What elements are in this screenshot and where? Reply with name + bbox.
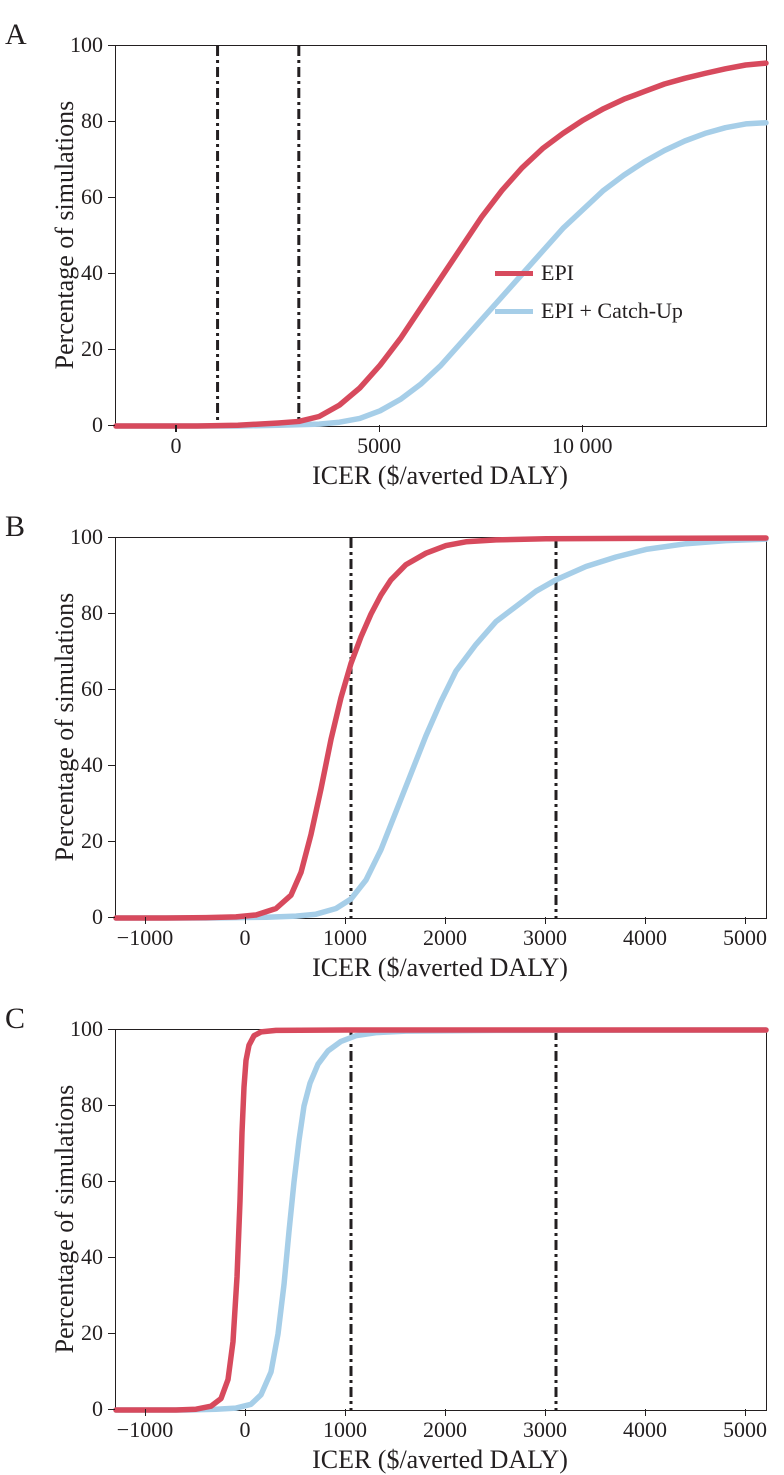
y-tick-label: 80 bbox=[81, 600, 103, 626]
y-tick-label: 60 bbox=[81, 676, 103, 702]
y-tick-label: 40 bbox=[81, 260, 103, 286]
y-tick bbox=[108, 1029, 115, 1031]
legend-item: EPI bbox=[495, 260, 574, 286]
x-tick bbox=[445, 1409, 447, 1416]
panel-label-a: A bbox=[5, 18, 27, 52]
series-epi-catchup bbox=[116, 539, 766, 918]
legend-swatch bbox=[495, 271, 533, 276]
x-tick bbox=[145, 1409, 147, 1416]
y-tick-label: 40 bbox=[81, 1244, 103, 1270]
x-tick bbox=[245, 917, 247, 924]
x-tick bbox=[545, 1409, 547, 1416]
plot-svg bbox=[116, 538, 766, 918]
x-tick bbox=[582, 425, 584, 432]
y-axis-label: Percentage of simulations bbox=[50, 1079, 80, 1359]
x-tick bbox=[645, 1409, 647, 1416]
legend-label: EPI bbox=[541, 260, 574, 286]
cost-effectiveness-figure: A 0 5000 10 000 0 20 40 60 80 100 Percentage of si… bbox=[0, 0, 784, 1468]
x-tick bbox=[645, 917, 647, 924]
plot-svg bbox=[116, 1030, 766, 1410]
series-epi bbox=[116, 1030, 766, 1410]
plot-svg bbox=[116, 46, 766, 426]
y-tick bbox=[108, 197, 115, 199]
x-tick-label: 2000 bbox=[395, 1417, 495, 1443]
plot-area-c bbox=[115, 1029, 767, 1411]
x-tick-label: 1000 bbox=[295, 925, 395, 951]
y-tick bbox=[108, 1181, 115, 1183]
y-tick bbox=[108, 613, 115, 615]
x-tick-label: −1000 bbox=[95, 925, 195, 951]
y-tick-label: 100 bbox=[70, 32, 103, 58]
x-axis-label: ICER ($/averted DALY) bbox=[115, 953, 765, 983]
x-tick-label: 10 000 bbox=[532, 433, 632, 459]
y-tick-label: 0 bbox=[92, 904, 103, 930]
x-tick bbox=[745, 917, 747, 924]
y-tick-label: 0 bbox=[92, 412, 103, 438]
y-tick bbox=[108, 765, 115, 767]
y-tick-label: 20 bbox=[81, 1320, 103, 1346]
y-tick bbox=[108, 537, 115, 539]
y-tick bbox=[108, 917, 115, 919]
y-tick bbox=[108, 1257, 115, 1259]
y-tick bbox=[108, 841, 115, 843]
plot-area-b bbox=[115, 537, 767, 919]
x-tick bbox=[345, 917, 347, 924]
x-tick-label: 0 bbox=[126, 433, 226, 459]
series-epi bbox=[116, 63, 766, 426]
y-tick-label: 100 bbox=[70, 524, 103, 550]
panel-label-b: B bbox=[5, 510, 25, 544]
x-axis-label: ICER ($/averted DALY) bbox=[115, 461, 765, 491]
x-tick bbox=[379, 425, 381, 432]
y-tick bbox=[108, 349, 115, 351]
y-tick bbox=[108, 1333, 115, 1335]
y-tick-label: 60 bbox=[81, 184, 103, 210]
y-tick bbox=[108, 1105, 115, 1107]
x-tick bbox=[545, 917, 547, 924]
series-epi-catchup bbox=[116, 1030, 766, 1410]
y-tick-label: 20 bbox=[81, 336, 103, 362]
x-tick-label: 2000 bbox=[395, 925, 495, 951]
y-tick-label: 80 bbox=[81, 108, 103, 134]
x-tick-label: 3000 bbox=[495, 1417, 595, 1443]
y-tick bbox=[108, 45, 115, 47]
y-tick bbox=[108, 1409, 115, 1411]
y-axis-label: Percentage of simulations bbox=[50, 587, 80, 867]
x-axis-label: ICER ($/averted DALY) bbox=[115, 1445, 765, 1475]
legend-item: EPI + Catch-Up bbox=[495, 298, 683, 324]
x-tick-label: 4000 bbox=[595, 925, 695, 951]
x-tick bbox=[245, 1409, 247, 1416]
y-tick-label: 20 bbox=[81, 828, 103, 854]
plot-area-a bbox=[115, 45, 767, 427]
y-tick-label: 60 bbox=[81, 1168, 103, 1194]
x-tick-label: 3000 bbox=[495, 925, 595, 951]
y-tick bbox=[108, 121, 115, 123]
x-tick bbox=[175, 425, 177, 432]
x-tick-label: 4000 bbox=[595, 1417, 695, 1443]
panel-label-c: C bbox=[5, 1002, 25, 1036]
y-axis-label: Percentage of simulations bbox=[50, 95, 80, 375]
x-tick-label: 5000 bbox=[695, 1417, 784, 1443]
x-tick-label: 1000 bbox=[295, 1417, 395, 1443]
y-tick bbox=[108, 273, 115, 275]
legend-swatch bbox=[495, 309, 533, 314]
y-tick-label: 100 bbox=[70, 1016, 103, 1042]
x-tick-label: 0 bbox=[195, 1417, 295, 1443]
x-tick bbox=[145, 917, 147, 924]
x-tick bbox=[745, 1409, 747, 1416]
y-tick-label: 40 bbox=[81, 752, 103, 778]
series-epi bbox=[116, 538, 766, 918]
x-tick-label: 5000 bbox=[695, 925, 784, 951]
y-tick bbox=[108, 689, 115, 691]
x-tick bbox=[445, 917, 447, 924]
legend-label: EPI + Catch-Up bbox=[541, 298, 683, 324]
x-tick-label: −1000 bbox=[95, 1417, 195, 1443]
y-tick-label: 0 bbox=[92, 1396, 103, 1422]
y-tick-label: 80 bbox=[81, 1092, 103, 1118]
x-tick bbox=[345, 1409, 347, 1416]
x-tick-label: 5000 bbox=[329, 433, 429, 459]
x-tick-label: 0 bbox=[195, 925, 295, 951]
y-tick bbox=[108, 425, 115, 427]
